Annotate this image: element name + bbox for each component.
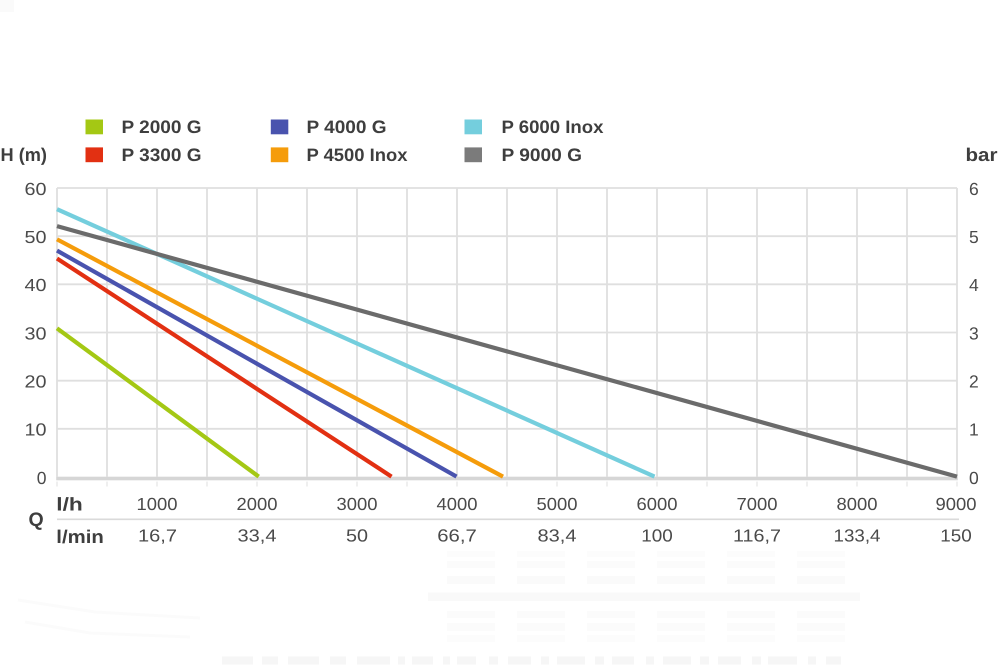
svg-text:9000: 9000: [936, 494, 977, 514]
svg-text:8000: 8000: [837, 494, 878, 514]
svg-text:33,4: 33,4: [238, 526, 277, 546]
svg-text:3000: 3000: [337, 494, 378, 514]
svg-text:P 9000 G: P 9000 G: [502, 145, 583, 165]
svg-text:150: 150: [940, 526, 972, 546]
svg-text:20: 20: [25, 372, 47, 392]
svg-text:P 4000 G: P 4000 G: [307, 117, 387, 137]
svg-text:P 6000 Inox: P 6000 Inox: [502, 117, 604, 137]
svg-text:0: 0: [969, 468, 979, 488]
svg-text:100: 100: [641, 526, 673, 546]
svg-text:16,7: 16,7: [138, 526, 177, 546]
svg-text:50: 50: [25, 227, 47, 247]
svg-text:60: 60: [25, 179, 47, 199]
svg-text:6000: 6000: [637, 494, 678, 514]
svg-text:4000: 4000: [437, 494, 478, 514]
svg-text:Q: Q: [29, 509, 44, 531]
svg-text:P 3300 G: P 3300 G: [122, 145, 202, 165]
svg-text:l/min: l/min: [56, 526, 104, 547]
svg-text:2: 2: [969, 372, 979, 392]
svg-text:1: 1: [969, 420, 979, 440]
svg-text:P 4500 Inox: P 4500 Inox: [307, 145, 408, 165]
svg-text:116,7: 116,7: [733, 526, 781, 546]
svg-text:10: 10: [25, 420, 47, 440]
svg-text:50: 50: [346, 526, 368, 546]
svg-text:bar: bar: [966, 144, 998, 165]
svg-text:66,7: 66,7: [437, 526, 477, 546]
svg-text:5: 5: [969, 227, 979, 247]
svg-text:30: 30: [25, 323, 47, 343]
svg-text:133,4: 133,4: [834, 526, 881, 546]
svg-text:40: 40: [25, 275, 47, 295]
svg-text:P 2000 G: P 2000 G: [122, 117, 202, 137]
svg-text:2000: 2000: [237, 494, 278, 514]
svg-text:4: 4: [969, 275, 979, 295]
svg-text:l/h: l/h: [56, 493, 83, 514]
svg-text:1000: 1000: [137, 494, 178, 514]
svg-text:H (m): H (m): [1, 144, 48, 165]
svg-text:5000: 5000: [537, 494, 578, 514]
svg-text:6: 6: [969, 179, 979, 199]
svg-text:7000: 7000: [737, 494, 778, 514]
svg-text:83,4: 83,4: [538, 526, 577, 546]
svg-text:3: 3: [969, 323, 979, 343]
svg-text:0: 0: [37, 468, 47, 488]
